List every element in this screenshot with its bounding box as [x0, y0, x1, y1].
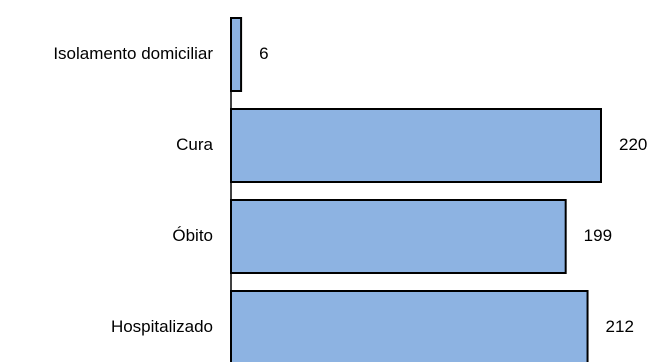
data-label-3: 212 — [606, 317, 634, 336]
bar-3 — [230, 290, 589, 362]
data-labels: 6 220 199 212 — [259, 44, 647, 336]
data-label-2: 199 — [584, 226, 612, 245]
bar-1 — [230, 108, 602, 183]
category-labels: Isolamento domiciliar Cura Óbito Hospitaliz… — [53, 44, 213, 336]
category-label-3: Hospitalizado — [111, 317, 213, 336]
bar-2 — [230, 199, 567, 274]
category-label-2: Óbito — [172, 226, 213, 245]
category-label-0: Isolamento domiciliar — [53, 44, 213, 63]
data-label-1: 220 — [619, 135, 647, 154]
data-label-0: 6 — [259, 44, 268, 63]
bars — [230, 17, 602, 362]
bar-0 — [230, 17, 243, 92]
category-label-1: Cura — [176, 135, 213, 154]
